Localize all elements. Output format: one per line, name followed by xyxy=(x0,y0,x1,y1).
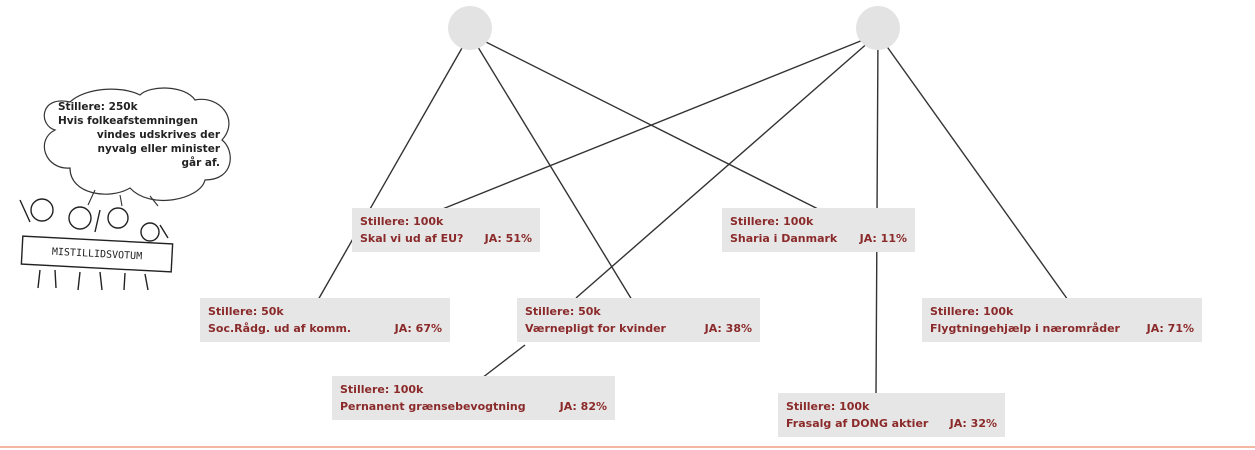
diagram: Stillere: 250kHvis folkeafstemningenvind… xyxy=(0,0,1255,450)
protester-illustration xyxy=(20,199,173,290)
yes-share: JA: 11% xyxy=(860,230,907,247)
title-row: Frasalg af DONG aktier JA: 32% xyxy=(786,415,997,432)
bubble-line: Stillere: 250k xyxy=(58,100,228,114)
parent-node xyxy=(856,6,900,50)
node-title: Pernanent grænsebevogtning xyxy=(340,398,526,415)
bubble-line: Hvis folkeafstemningen xyxy=(58,114,228,128)
node-title: Skal vi ud af EU? xyxy=(360,230,463,247)
supporters: Stillere: 100k xyxy=(930,303,1194,320)
supporters: Stillere: 50k xyxy=(208,303,442,320)
bubble-line: nyvalg eller minister xyxy=(58,142,228,156)
title-row: Værnepligt for kvinder JA: 38% xyxy=(525,320,752,337)
supporters: Stillere: 50k xyxy=(525,303,752,320)
title-row: Soc.Rådg. ud af komm. JA: 67% xyxy=(208,320,442,337)
supporters: Stillere: 100k xyxy=(340,381,607,398)
connections xyxy=(0,0,1255,450)
supporters: Stillere: 100k xyxy=(360,213,532,230)
yes-share: JA: 82% xyxy=(560,398,607,415)
yes-share: JA: 32% xyxy=(950,415,997,432)
yes-share: JA: 71% xyxy=(1147,320,1194,337)
bubble-line: går af. xyxy=(58,156,228,170)
parent-node xyxy=(448,6,492,50)
node-title: Frasalg af DONG aktier xyxy=(786,415,928,432)
yes-share: JA: 51% xyxy=(485,230,532,247)
title-row: Skal vi ud af EU? JA: 51% xyxy=(360,230,532,247)
node-title: Værnepligt for kvinder xyxy=(525,320,666,337)
title-row: Sharia i Danmark JA: 11% xyxy=(730,230,907,247)
node-title: Flygtningehjælp i nærområder xyxy=(930,320,1120,337)
bubble-line: vindes udskrives der xyxy=(58,128,228,142)
supporters: Stillere: 100k xyxy=(786,398,997,415)
node-title: Sharia i Danmark xyxy=(730,230,837,247)
yes-share: JA: 67% xyxy=(395,320,442,337)
node-title: Soc.Rådg. ud af komm. xyxy=(208,320,351,337)
supporters: Stillere: 100k xyxy=(730,213,907,230)
title-row: Pernanent grænsebevogtning JA: 82% xyxy=(340,398,607,415)
yes-share: JA: 38% xyxy=(705,320,752,337)
title-row: Flygtningehjælp i nærområder JA: 71% xyxy=(930,320,1194,337)
